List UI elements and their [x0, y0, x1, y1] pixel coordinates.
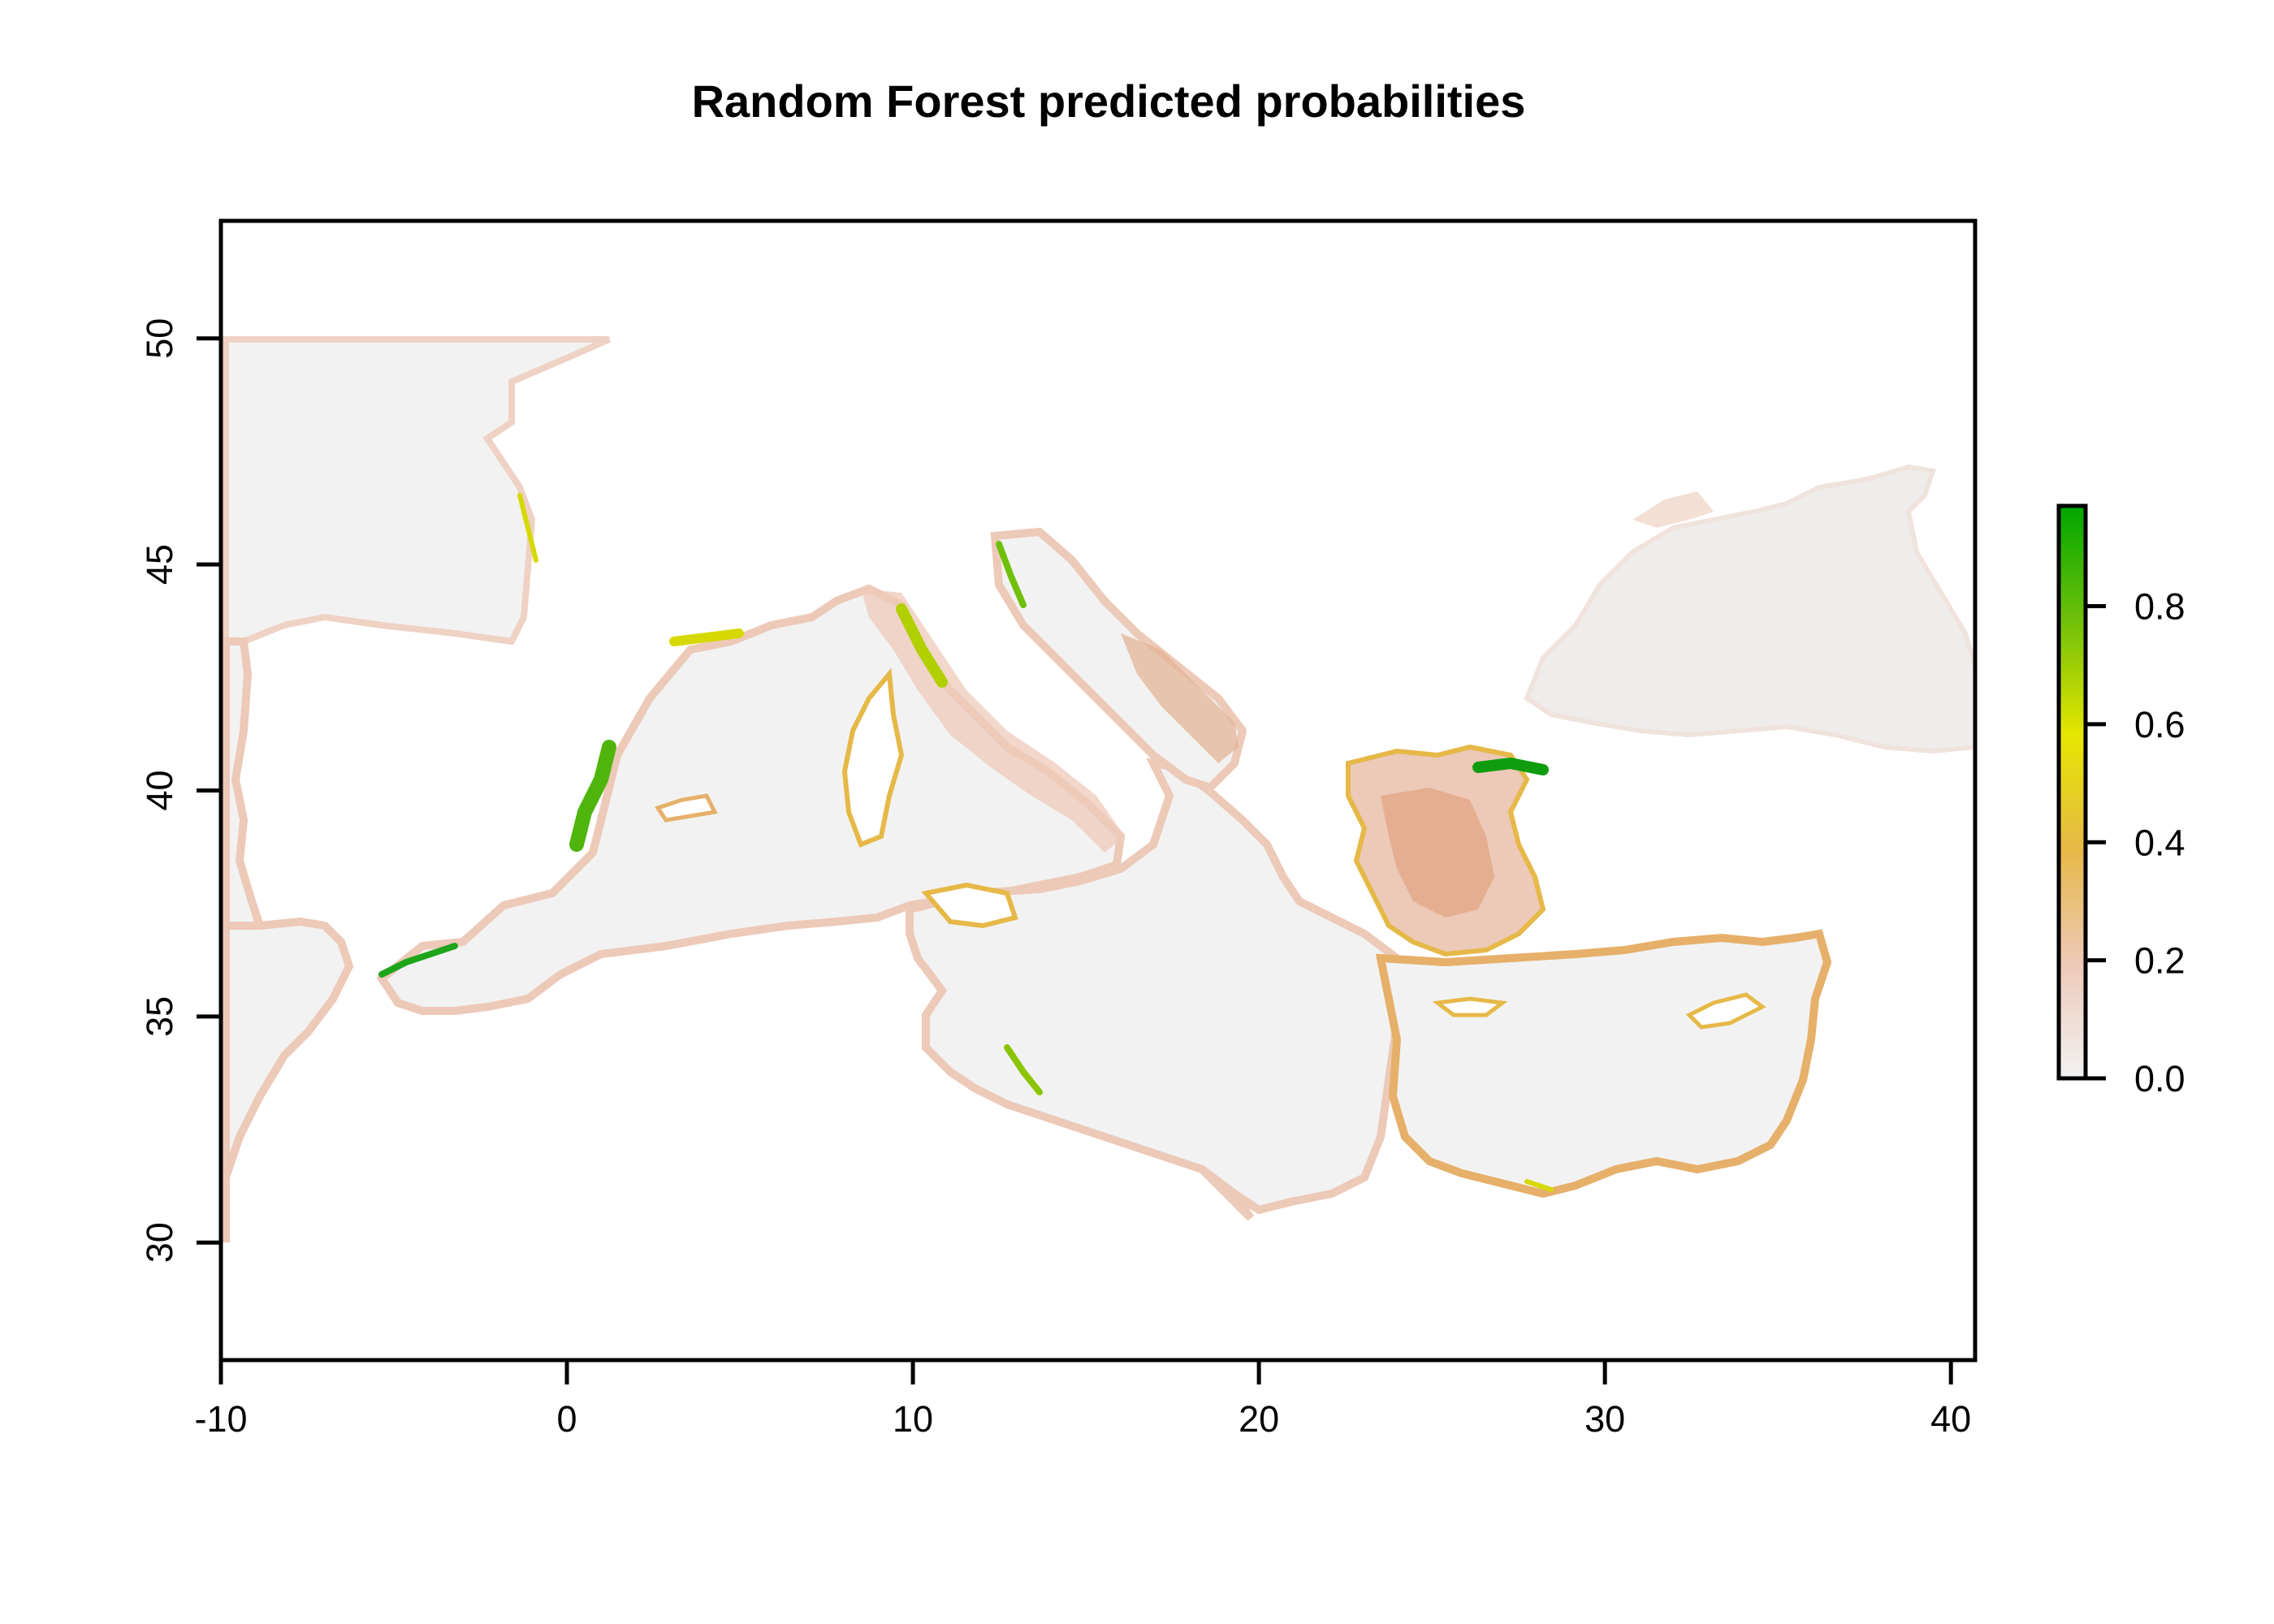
- legend-tick-label: 0.8: [2134, 586, 2185, 628]
- hotspot-france-atlantic: [517, 493, 538, 563]
- raster-adriatic-coast: [1121, 633, 1239, 763]
- raster-atlantic-south: [222, 917, 354, 1242]
- island-sicily: [921, 882, 1018, 929]
- hotspot-alboran: [378, 943, 458, 978]
- island-cyprus: [1685, 992, 1766, 1030]
- raster-atlantic-north: [223, 336, 611, 646]
- island-corsica-sardinia: [841, 667, 905, 848]
- x-tick-label: -10: [194, 1398, 247, 1440]
- y-axis: 30 35 40 45 50: [139, 318, 223, 1263]
- legend-ticks: 0.0 0.2 0.4 0.6 0.8: [2086, 586, 2185, 1099]
- raster-layer: [222, 336, 1975, 1242]
- legend-tick-label: 0.0: [2134, 1058, 2185, 1099]
- hotspot-spain-east: [569, 740, 616, 852]
- legend-tick-label: 0.4: [2134, 822, 2185, 863]
- x-tick-label: 10: [893, 1398, 933, 1440]
- hotspot-tunisia: [1004, 1044, 1043, 1095]
- color-legend: 0.0 0.2 0.4 0.6 0.8: [2056, 503, 2185, 1099]
- legend-tick-label: 0.6: [2134, 704, 2185, 745]
- raster-central-med: [906, 758, 1401, 1215]
- x-tick-label: 20: [1239, 1398, 1279, 1440]
- hotspot-libya: [1524, 1179, 1554, 1192]
- x-tick-label: 30: [1584, 1398, 1625, 1440]
- y-tick-label: 35: [139, 996, 180, 1037]
- hotspot-adriatic-north: [996, 541, 1027, 608]
- x-tick-label: 40: [1930, 1398, 1971, 1440]
- raster-east-med: [1375, 929, 1832, 1199]
- raster-aegean-inner: [1381, 788, 1494, 918]
- y-tick-label: 50: [139, 318, 180, 359]
- raster-atlantic-iberia: [222, 637, 266, 930]
- raster-azov: [1632, 491, 1714, 528]
- map-title: Random Forest predicted probabilities: [691, 76, 1526, 127]
- y-tick-label: 40: [139, 770, 180, 810]
- raster-black-sea: [1524, 464, 1975, 754]
- island-balearic: [655, 793, 718, 823]
- x-tick-label: 0: [557, 1398, 577, 1440]
- hotspot-gulf-lion: [669, 628, 744, 646]
- island-crete: [1432, 996, 1508, 1017]
- y-tick-label: 45: [139, 544, 180, 585]
- hotspot-ligurian: [896, 603, 948, 688]
- y-tick-label: 30: [139, 1222, 180, 1263]
- raster-gulf-sirte: [1199, 1166, 1255, 1221]
- hotspot-marmara: [1472, 757, 1549, 775]
- legend-color-bar: [2056, 503, 2088, 1081]
- x-axis: -10 0 10 20 30 40: [194, 1358, 1971, 1440]
- legend-tick-label: 0.2: [2134, 940, 2185, 982]
